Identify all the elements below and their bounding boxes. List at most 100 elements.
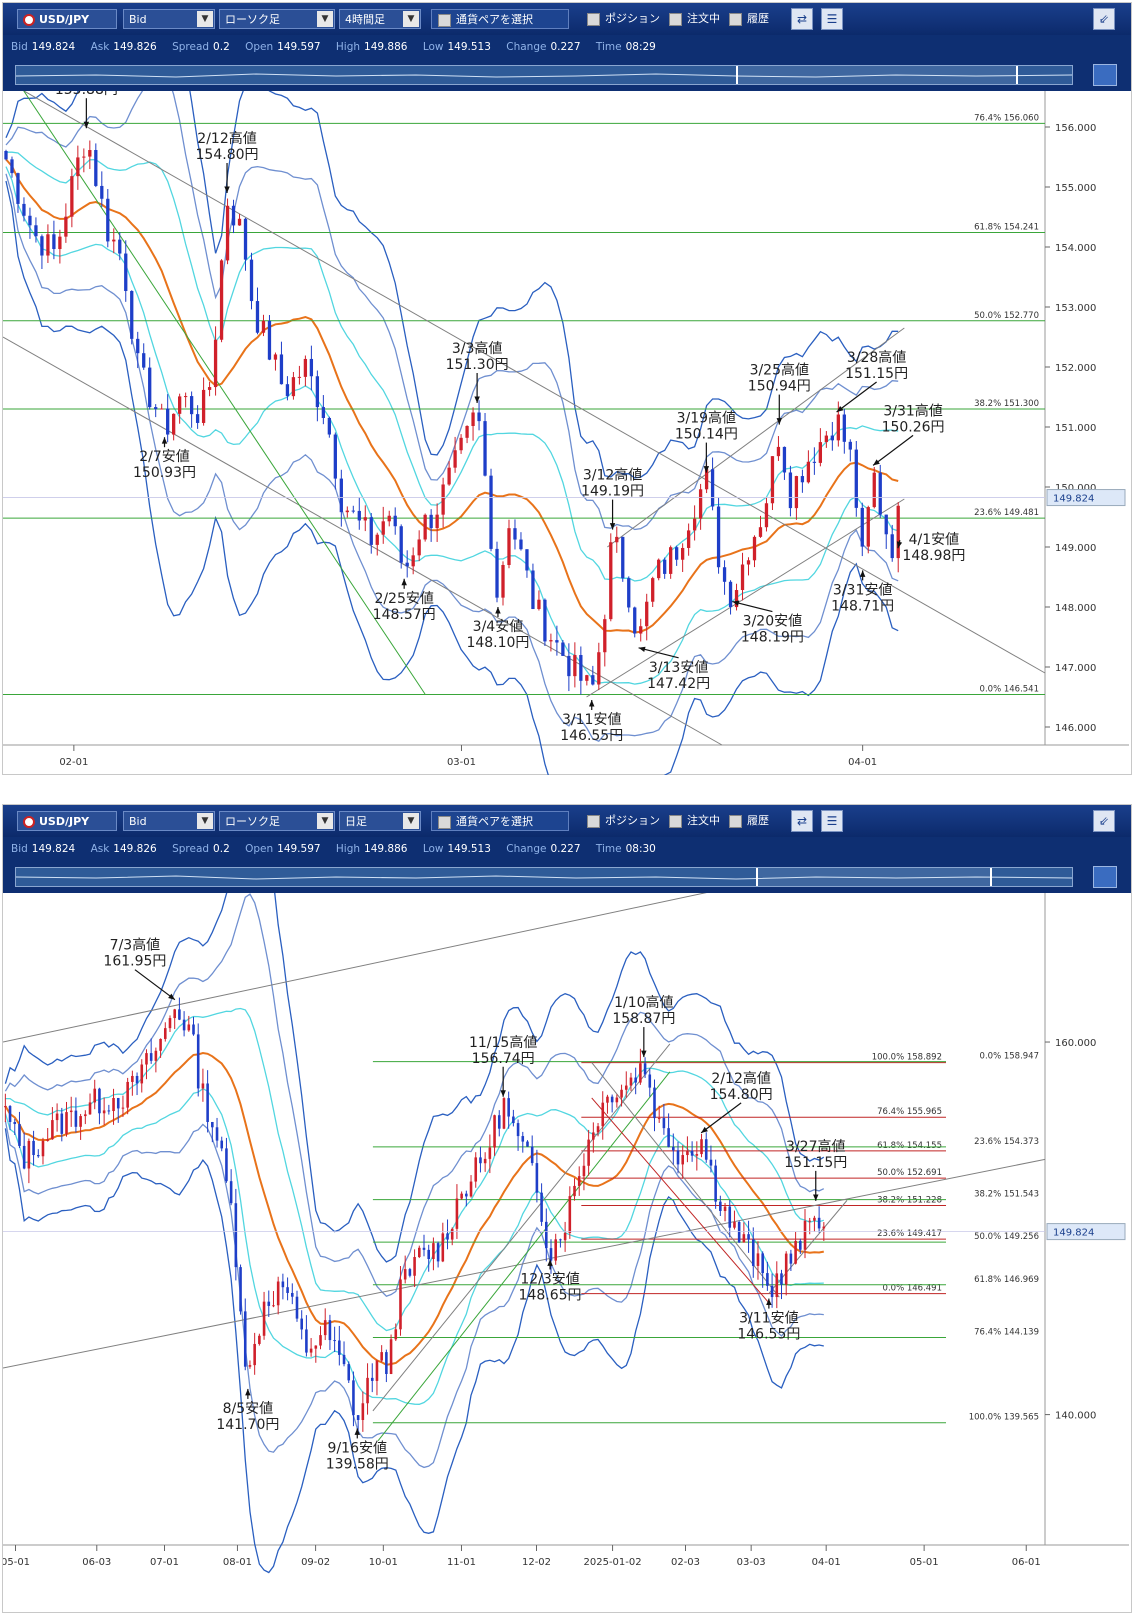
candle-body xyxy=(559,1239,562,1241)
navigator-window[interactable] xyxy=(736,66,1018,84)
candle-body xyxy=(603,619,607,653)
annotation-date-label: 7/3高値 xyxy=(110,937,161,954)
orders-toggle[interactable]: 注文中 xyxy=(669,9,720,29)
history-toggle[interactable]: 履歴 xyxy=(729,9,769,29)
candle-body xyxy=(28,215,32,226)
fib-label: 50.0% 152.770 xyxy=(974,311,1039,321)
fib-right-label: 50.0% 149.256 xyxy=(974,1232,1039,1242)
navigator-track[interactable] xyxy=(15,867,1073,887)
navigator-sparkline xyxy=(16,875,1072,880)
list-icon[interactable]: ☰ xyxy=(821,810,843,832)
collapse-icon[interactable]: ⇙ xyxy=(1093,810,1115,832)
candle-body xyxy=(535,1163,539,1193)
candle-body xyxy=(319,1335,322,1346)
price-type-select[interactable]: Bid ▼ xyxy=(123,9,215,29)
x-tick-label: 07-01 xyxy=(150,1557,179,1568)
candle-body xyxy=(667,1128,670,1147)
x-tick-label: 11-01 xyxy=(447,1557,476,1568)
annotation-price-label: 151.15円 xyxy=(845,366,908,382)
annotation-price-label: 154.80円 xyxy=(710,1087,773,1103)
list-icon[interactable]: ☰ xyxy=(821,8,843,30)
timeframe-select[interactable]: 日足 ▼ xyxy=(339,811,421,831)
candle-body xyxy=(676,1150,680,1165)
candle-body xyxy=(237,218,242,226)
candle-body xyxy=(695,1154,699,1156)
price-type-select[interactable]: Bid ▼ xyxy=(123,811,215,831)
candle-body xyxy=(309,358,314,377)
ask-label: Ask xyxy=(90,843,110,855)
band-lower-2 xyxy=(4,1120,824,1469)
candle-body xyxy=(253,1343,256,1366)
chart-type-select[interactable]: ローソク足 ▼ xyxy=(219,811,335,831)
pair-select[interactable]: USD/JPY xyxy=(17,811,117,831)
timeframe-select[interactable]: 4時間足 ▼ xyxy=(339,9,421,29)
candle-body xyxy=(554,1239,558,1261)
candle-body xyxy=(323,1320,327,1336)
position-toggle[interactable]: ポジション xyxy=(587,811,660,831)
annotation-date-label: 3/11安値 xyxy=(739,1311,798,1327)
annotation-price-label: 148.65円 xyxy=(519,1287,582,1303)
history-label: 履歴 xyxy=(747,814,769,827)
chart-settings-icon[interactable]: ⇄ xyxy=(791,8,813,30)
arrow-head-icon xyxy=(703,466,710,473)
outer-band-upper xyxy=(4,893,825,1263)
candle-body xyxy=(596,1126,600,1133)
candle-body xyxy=(573,655,577,677)
open-value: 149.597 xyxy=(277,843,321,855)
candle-body xyxy=(333,1340,336,1342)
annotation-date-label: 3/31安値 xyxy=(833,582,892,598)
trendline xyxy=(3,336,723,746)
candle-body xyxy=(813,1217,816,1221)
candle-body xyxy=(370,1377,374,1381)
candle-body xyxy=(758,527,763,537)
collapse-icon[interactable]: ⇙ xyxy=(1093,8,1115,30)
candle-body xyxy=(389,1339,393,1374)
select-pair-button[interactable]: 通貨ペアを選択 xyxy=(431,811,569,831)
candle-body xyxy=(722,567,727,582)
annotation-price-label: 151.30円 xyxy=(446,357,509,373)
high-label: High xyxy=(335,41,361,53)
candle-body xyxy=(126,1081,129,1108)
navigator-track[interactable] xyxy=(15,65,1073,85)
candle-body xyxy=(22,203,26,216)
candle-body xyxy=(429,514,433,529)
candle-body xyxy=(291,377,296,397)
zoom-icon[interactable] xyxy=(1093,64,1117,86)
candle-body xyxy=(530,1146,534,1164)
chart-settings-icon[interactable]: ⇄ xyxy=(791,810,813,832)
zoom-icon[interactable] xyxy=(1093,866,1117,888)
annotation-arrow-line xyxy=(638,647,679,659)
candle-body xyxy=(621,536,625,579)
high-value: 149.886 xyxy=(364,41,408,53)
history-toggle[interactable]: 履歴 xyxy=(729,811,769,831)
select-pair-button[interactable]: 通貨ペアを選択 xyxy=(431,9,569,29)
candle-body xyxy=(543,599,547,642)
arrow-head-icon xyxy=(83,121,90,129)
candle-body xyxy=(620,1089,623,1098)
candle-body xyxy=(154,1050,158,1061)
candle-body xyxy=(124,253,128,292)
candle-body xyxy=(98,1088,101,1114)
candle-body xyxy=(455,1198,459,1229)
candle-body xyxy=(606,1096,609,1103)
pair-select[interactable]: USD/JPY xyxy=(17,9,117,29)
outer-band-lower xyxy=(5,180,899,775)
candle-body xyxy=(497,1115,501,1129)
orders-toggle[interactable]: 注文中 xyxy=(669,811,720,831)
candle-body xyxy=(309,1348,313,1353)
candle-body xyxy=(756,1253,760,1266)
position-toggle[interactable]: ポジション xyxy=(587,9,660,29)
chart-type-select[interactable]: ローソク足 ▼ xyxy=(219,9,335,29)
chart-area-4h: 156.000 155.000 154.000 153.000 152.000 151.0… xyxy=(3,91,1129,775)
flag-icon xyxy=(23,816,35,828)
navigator-window[interactable] xyxy=(756,868,992,886)
x-tick-label: 08-01 xyxy=(223,1557,252,1568)
candle-body xyxy=(742,1234,746,1243)
spread-label: Spread xyxy=(172,843,210,855)
candle-body xyxy=(441,1233,445,1262)
